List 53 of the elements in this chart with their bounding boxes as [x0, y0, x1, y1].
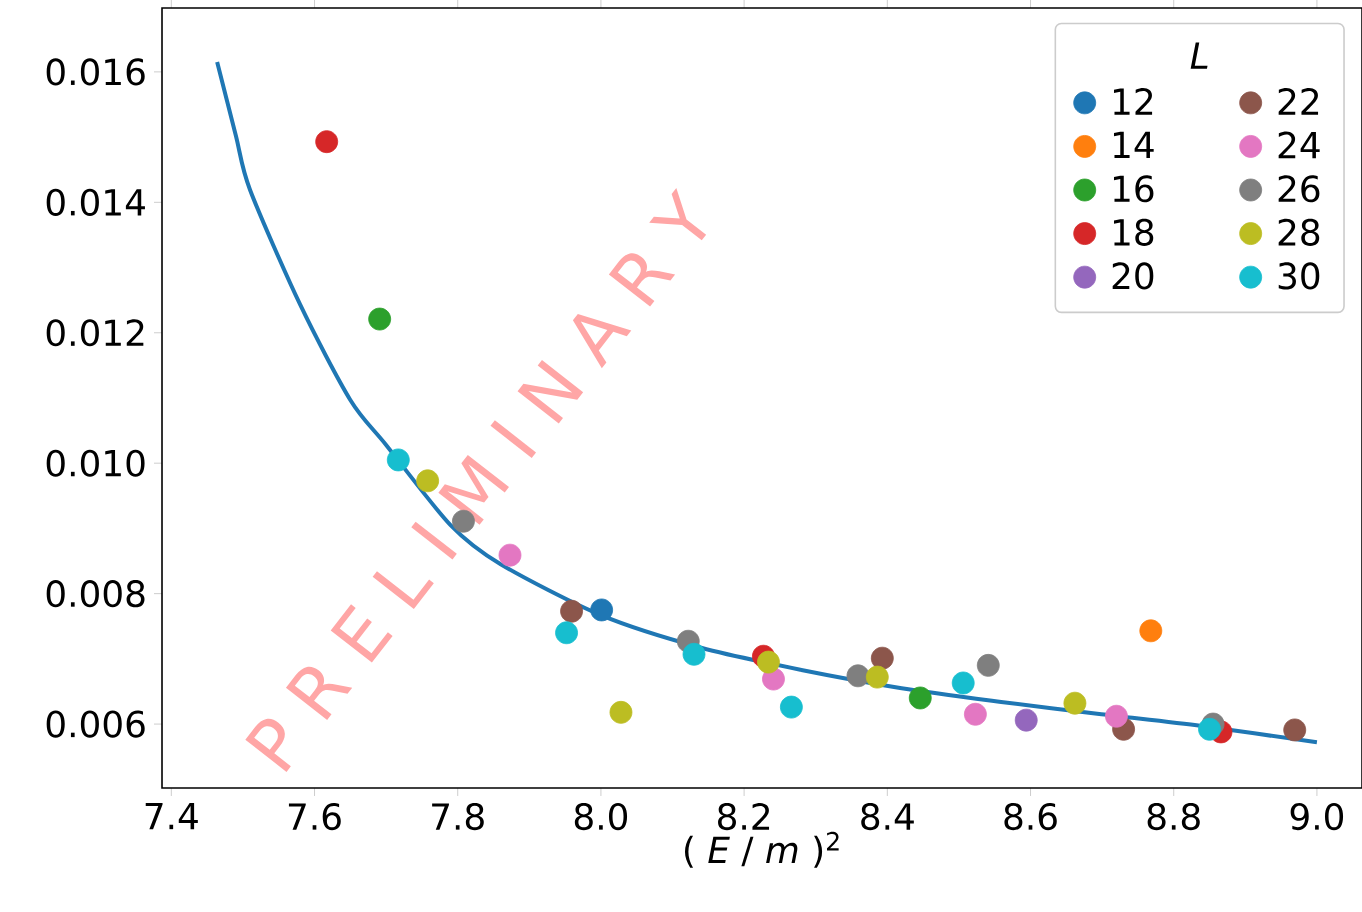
x-tick-label: 8.0	[574, 803, 628, 831]
point	[976, 653, 1000, 677]
point	[865, 665, 889, 689]
point	[963, 702, 987, 726]
x-tick-label: 8.8	[1147, 803, 1200, 831]
annotation: P R E L I M I N A R Y	[245, 188, 707, 772]
y-tick-label: 0.016	[46, 58, 145, 86]
point	[870, 646, 894, 670]
point	[846, 664, 870, 688]
point	[1283, 718, 1307, 742]
x-tick-label: 8.2	[718, 803, 770, 831]
legend-label: 24	[1278, 131, 1320, 159]
point	[416, 469, 440, 493]
legend-label: 26	[1278, 175, 1320, 203]
x-axis-title: ( E / m )$^{2}$	[684, 831, 839, 868]
legend-title: L	[1190, 42, 1208, 69]
legend-label: 18	[1113, 218, 1154, 246]
x-tick-label: 9.0	[1290, 803, 1344, 831]
point	[1063, 691, 1087, 715]
y-tick-label: 0.014	[46, 188, 145, 216]
x-tick-label: 8.4	[861, 803, 914, 831]
y-tick-label: 0.012	[46, 319, 144, 347]
point	[368, 307, 392, 331]
point	[757, 650, 780, 674]
legend-label: 22	[1278, 88, 1319, 115]
legend-label: 12	[1113, 88, 1153, 115]
point	[560, 599, 583, 623]
point	[609, 700, 633, 724]
legend-label: 16	[1113, 175, 1154, 203]
point	[386, 448, 410, 472]
point	[951, 671, 975, 695]
point	[315, 130, 339, 154]
point	[1105, 704, 1128, 728]
point	[498, 543, 522, 567]
x-tick-label: 7.8	[432, 803, 484, 831]
point	[555, 621, 578, 645]
point	[779, 695, 803, 719]
y-tick-label: 0.010	[46, 449, 145, 477]
point	[1198, 717, 1221, 741]
y-tick-label: 0.008	[46, 580, 145, 608]
point	[682, 642, 706, 666]
y-tick-label: 0.006	[46, 710, 145, 738]
x-tick-label: 7.6	[288, 803, 341, 831]
legend-label: 30	[1278, 262, 1320, 290]
point	[1139, 619, 1163, 643]
point	[908, 686, 932, 710]
x-tick-label: 8.6	[1004, 803, 1057, 831]
legend-label: 14	[1113, 131, 1154, 158]
legend-label: 20	[1112, 262, 1154, 290]
point	[1014, 708, 1038, 732]
point	[590, 598, 614, 622]
legend-label: 28	[1278, 218, 1320, 246]
x-tick-label: 7.4	[145, 803, 198, 830]
